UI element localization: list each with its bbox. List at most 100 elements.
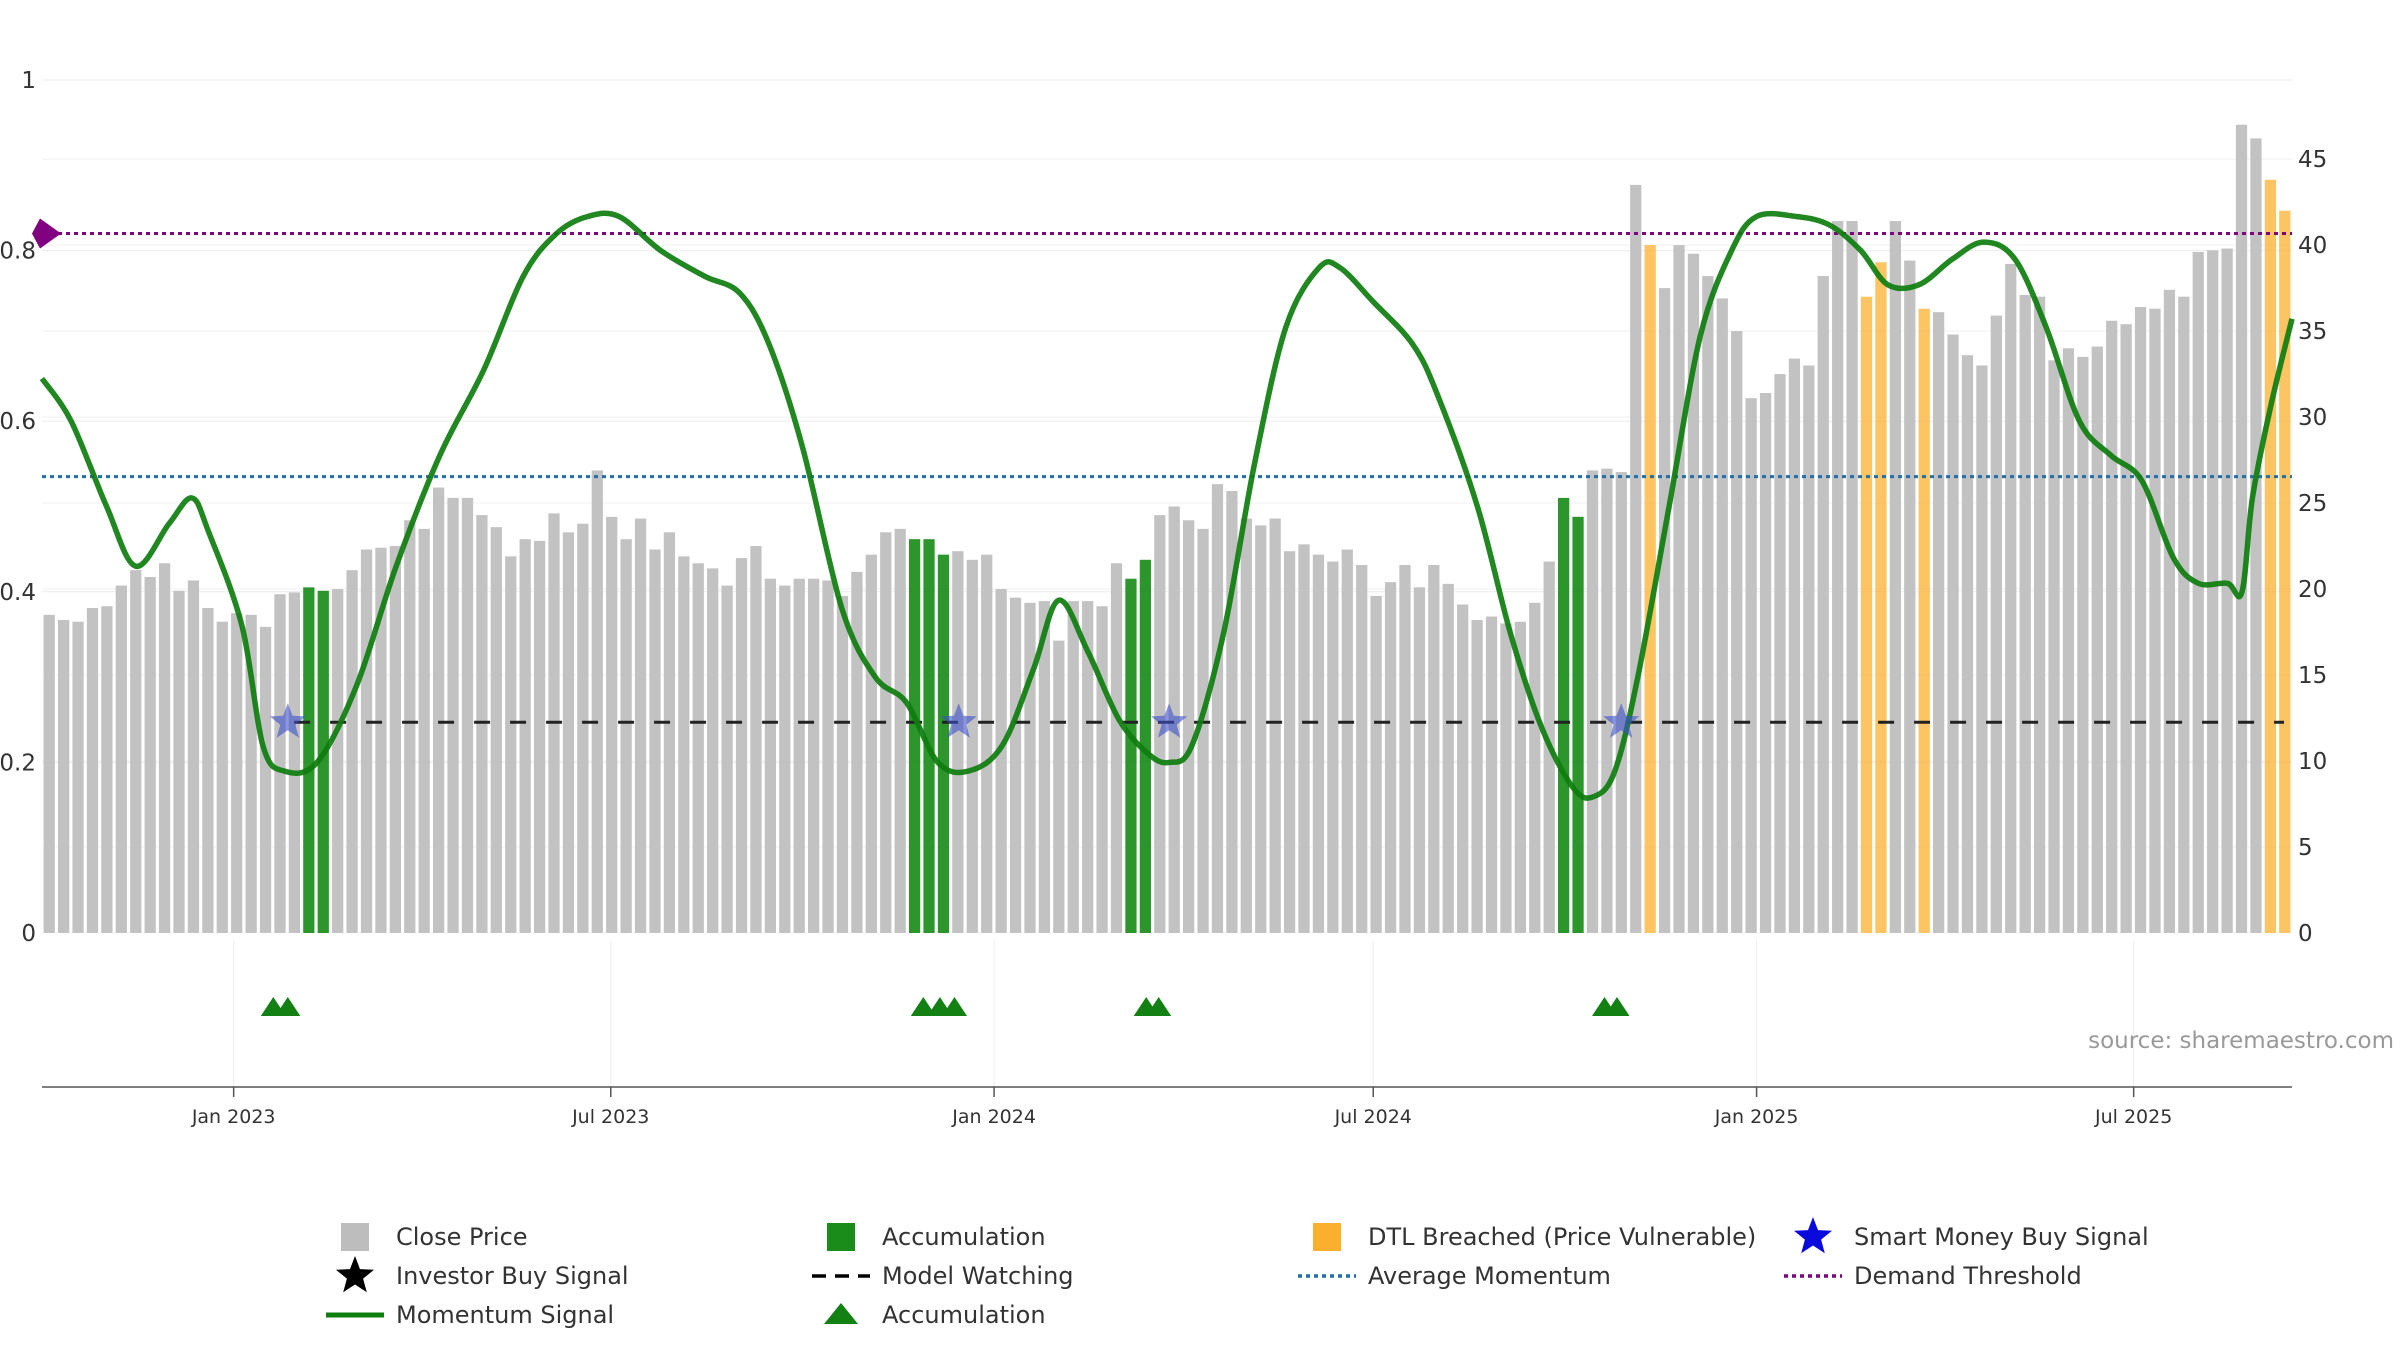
close-price-bar [2163,289,2176,933]
right-axis-tick-label: 15 [2298,663,2327,689]
close-price-bar [1745,398,1757,933]
close-price-bar [1298,544,1310,933]
close-price-bar [72,621,84,933]
accumulation-bar [923,539,935,933]
accumulation-bar [317,590,329,933]
smart-money-buy-star-0 [269,703,306,738]
close-price-bar [1529,602,1541,933]
close-price-bar [1485,616,1498,933]
close-price-bar [1038,601,1051,933]
smart-money-buy-star-1 [940,703,977,738]
close-price-bar [274,594,286,933]
close-price-bar [1846,221,1858,933]
close-price-bar [663,532,676,933]
x-axis-tick-label: Jul 2025 [2094,1106,2172,1128]
close-price-bar [519,539,531,933]
legend-item: Accumulation [827,1223,1046,1251]
close-price-bar [476,515,488,933]
smart-money-buy-star-3 [1603,703,1640,738]
close-price-bar [1500,623,1512,933]
close-price-bar [43,614,55,933]
right-axis-tick-label: 45 [2298,147,2327,173]
close-price-bar [346,570,358,933]
close-price-bar [577,523,589,933]
legend-item: Demand Threshold [1784,1262,2082,1290]
right-axis-tick-label: 10 [2298,749,2327,775]
close-price-bar [836,595,849,933]
accumulation-marker-row [260,997,1630,1016]
close-price-bar [562,532,575,933]
close-price-bar [332,589,344,933]
x-axis-tick-label: Jul 2023 [571,1106,649,1128]
close-price-bar [101,606,113,933]
green-square-icon [827,1223,855,1251]
close-price-bar [1312,554,1325,933]
close-price-bar [1803,365,1815,934]
close-price-bar [2120,324,2132,934]
close-price-bar [288,592,301,933]
gray-square-icon [341,1223,369,1251]
close-price-bar [389,546,401,933]
close-price-bar [1889,221,1901,933]
close-price-bar [1702,276,1714,933]
close-price-bar [2178,296,2190,933]
accumulation-bar [1125,578,1137,933]
close-price-bar [1442,583,1454,933]
accumulation-bar [1572,516,1584,933]
close-price-bar [634,518,647,933]
demand-threshold-marker [32,218,61,249]
left-axis-tick-label: 0 [21,921,36,947]
close-price-bar [1976,365,1988,934]
close-price-bar [1904,260,1916,933]
close-price-bar [735,558,748,933]
triangle-icon [824,1303,858,1324]
close-price-bar [1428,564,1440,933]
legend-item: Model Watching [812,1262,1074,1290]
close-price-bar [1759,393,1772,933]
close-price-bar [115,585,127,933]
close-price-bar [2091,346,2103,933]
accumulation-triangle-marker [275,997,301,1016]
close-price-bar [966,559,978,933]
close-price-bar [678,556,690,933]
close-price-bar [721,585,733,933]
close-price-bar [245,614,257,933]
close-price-bar [750,546,762,933]
close-price-bar [2235,124,2248,933]
close-price-bar [505,556,517,933]
dtl-breached-bar [2264,179,2276,933]
price-bars [43,124,2291,934]
legend-label: Accumulation [882,1301,1046,1329]
close-price-bar [1471,620,1483,933]
close-price-bar [808,578,820,933]
close-price-bar [404,520,416,933]
close-price-bar [360,549,373,933]
accumulation-bar [937,554,950,933]
close-price-bar [375,547,387,933]
close-price-bar [591,470,603,933]
accumulation-triangle-marker [910,997,936,1016]
close-price-bar [1817,276,1829,933]
x-axis-tick-label: Jul 2024 [1334,1106,1412,1128]
close-price-bar [2250,138,2262,934]
close-price-bar [1947,334,1959,933]
legend-item: Investor Buy Signal [336,1256,629,1293]
dtl-breached-bar [1918,308,1930,934]
legend-label: Demand Threshold [1854,1262,2082,1290]
close-price-bar [606,516,618,933]
left-axis-tick-label: 0.4 [0,580,36,606]
close-price-bar [707,568,719,933]
source-note: source: sharemaestro.com [2088,1028,2394,1054]
left-axis-tick-label: 0.6 [0,409,36,435]
close-price-bar [433,487,445,933]
left-axis-tick-label: 0.2 [0,750,36,776]
right-axis-tick-label: 20 [2298,577,2327,603]
close-price-bar [1832,221,1844,933]
close-price-bar [2106,320,2118,933]
close-price-bar [1341,549,1353,933]
close-price-bar [1096,606,1108,933]
close-price-bar [533,540,546,933]
legend-item: Average Momentum [1298,1262,1611,1290]
